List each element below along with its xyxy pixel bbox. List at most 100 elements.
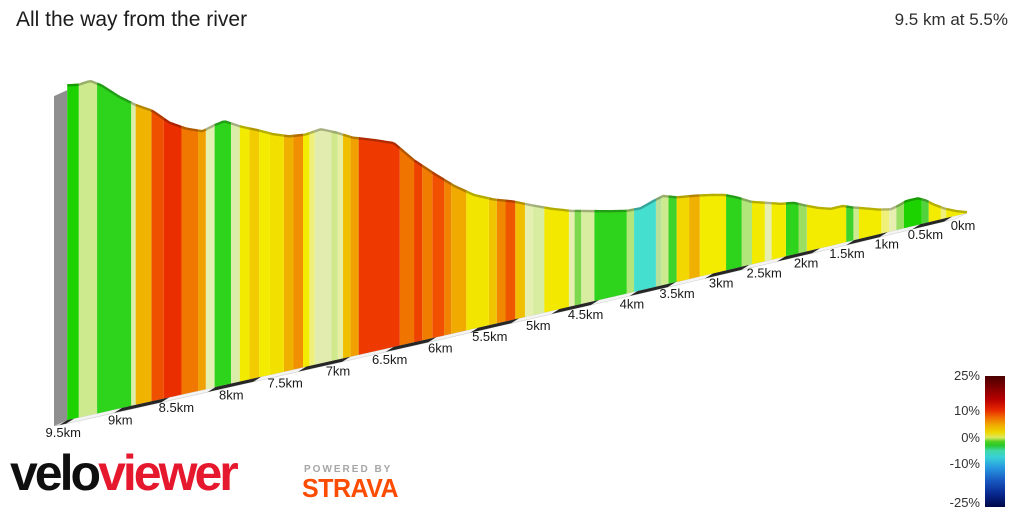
stripe-top-cap [421,164,433,174]
x-axis-dash [551,299,599,315]
gradient-stripe [661,196,669,286]
stripe-top-cap [725,194,743,200]
axis-tick-label: 5.5km [472,329,507,344]
stripe-top-cap [181,125,199,132]
gradient-stripe [331,132,338,361]
gradient-stripe [889,207,897,232]
axis-tick-label: 3.5km [659,286,694,301]
gradient-stripe [846,207,854,243]
x-axis-dash [59,418,75,426]
stripe-top-cap [150,109,165,120]
gradient-stripe [634,200,656,292]
gradient-stripe [806,206,847,252]
axis-tick-label: 3km [709,276,734,291]
axis-tick-label: 6km [428,340,453,355]
page-title: All the way from the river [16,8,248,31]
stripe-top-cap [214,120,232,127]
gradient-stripe [283,136,294,372]
gradient-stripe [343,135,351,359]
axis-tick-label: 2.5km [746,266,781,281]
profile-side-face [54,90,68,427]
x-axis-dash [846,232,888,246]
gradient-stripe [414,161,423,343]
gradient-stripe [181,127,199,395]
stripe-top-cap [945,207,968,214]
stripe-top-cap [293,133,304,138]
stripe-top-cap [135,103,152,112]
gradient-stripe [798,204,807,254]
gradient-stripe [524,204,533,317]
gradient-stripe [532,206,545,316]
gradient-stripe [163,119,182,399]
axis-tick-label: 1.5km [829,246,864,261]
powered-by-label: POWERED BY [304,464,393,475]
axis-tick-label: 0.5km [908,227,943,242]
gradient-stripe [451,184,467,334]
gradient-stripe [764,203,772,262]
gradient-stripe [350,137,359,357]
stripe-top-cap [413,159,423,167]
stripe-top-cap [230,122,241,128]
axis-tick-label: 7km [326,364,351,379]
x-axis-dash [207,376,262,392]
stripe-top-cap [785,201,799,206]
stripe-top-cap [751,200,765,204]
stripe-top-cap [895,201,905,208]
axis-tick-label: 1km [874,236,899,251]
stripe-top-cap [399,147,415,162]
x-axis-dash [385,337,437,352]
stripe-top-cap [858,206,882,211]
stripe-top-cap [78,79,98,86]
x-axis-dash [912,216,953,230]
gradient-stripe [689,196,700,280]
legend-tick-label: -10% [949,455,980,471]
axis-tick-label: 9km [108,412,133,427]
gradient-stripe [269,134,284,375]
stripe-top-cap [302,132,310,137]
stripe-top-cap [889,205,897,211]
stripe-top-cap [543,206,570,212]
gradient-stripe [293,135,304,370]
gradient-stripe [741,199,752,267]
stripe-top-cap [443,178,452,186]
ride-summary: 9.5 km at 5.5% [894,10,1008,29]
gradient-stripe [544,208,569,313]
stripe-top-cap [655,195,662,201]
gradient-stripe [488,199,497,326]
gradient-stripe [699,195,727,277]
stripe-top-cap [331,130,339,135]
stripe-top-cap [197,128,207,133]
stripe-top-cap [249,127,260,132]
gradient-legend-bar [985,376,1005,507]
x-axis-floor [55,212,968,427]
stripe-top-cap [626,208,635,213]
stripe-top-cap [465,190,490,200]
legend-tick-label: 0% [961,429,980,445]
gradient-stripe [303,133,310,368]
gradient-stripe [751,202,765,265]
veloviewer-logo[interactable]: veloviewer [10,445,239,501]
gradient-stripe [239,127,250,382]
axis-tick-label: 0km [951,218,976,233]
strava-logo[interactable]: STRAVA [302,474,399,504]
gradient-stripe [314,130,332,365]
stripe-top-cap [358,137,401,150]
stripe-top-cap [940,206,947,211]
stripe-top-cap [496,198,506,202]
veloviewer-logo-viewer: viewer [98,445,239,501]
gradient-stripe [496,200,506,324]
gradient-stripe [205,125,215,390]
gradient-stripe [668,197,677,284]
legend-tick-label: -25% [949,495,980,511]
gradient-stripe [904,199,922,229]
x-axis-dash [298,356,351,372]
x-axis-dash [777,248,821,262]
axis-tick-label: 2km [794,256,819,271]
gradient-stripe [135,105,152,405]
gradient-stripe [151,111,164,402]
x-axis-dash [704,264,750,279]
stripe-top-cap [283,134,294,138]
stripe-top-cap [450,183,467,193]
gradient-stripe [97,84,132,414]
